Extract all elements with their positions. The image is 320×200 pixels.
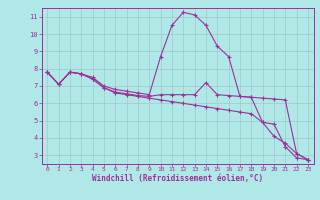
- X-axis label: Windchill (Refroidissement éolien,°C): Windchill (Refroidissement éolien,°C): [92, 174, 263, 183]
